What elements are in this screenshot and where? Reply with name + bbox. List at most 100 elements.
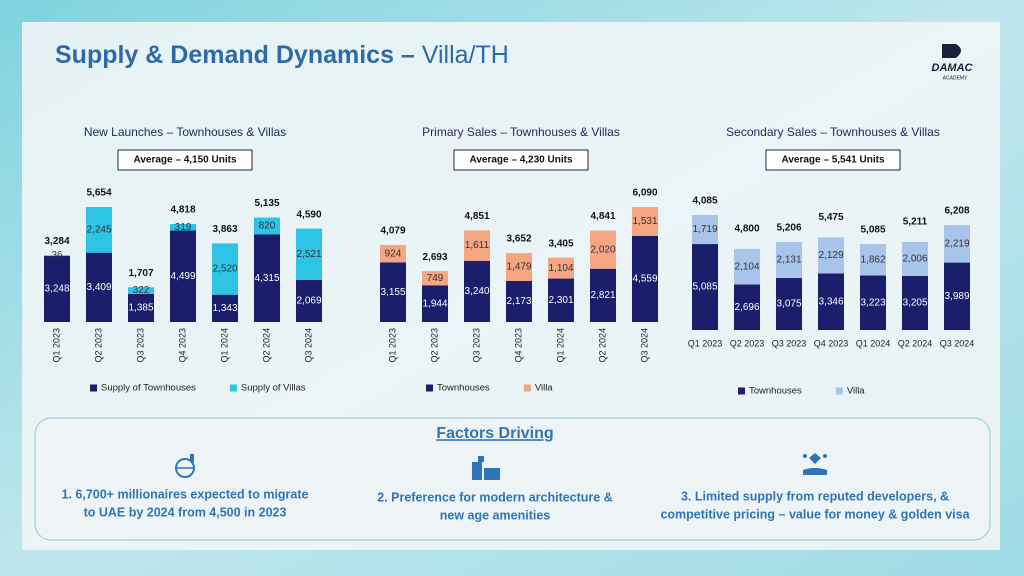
legend-label: Townhouses <box>437 383 490 394</box>
average-box <box>117 149 253 171</box>
bar-segment <box>128 287 154 294</box>
bar-segment <box>548 278 574 322</box>
bar-value-label: 1,479 <box>506 262 531 273</box>
total-label: 5,085 <box>860 225 885 236</box>
bar-segment <box>170 224 196 231</box>
bar-segment <box>632 207 658 236</box>
chart: Secondary Sales – Townhouses & Villas Ave… <box>688 125 975 396</box>
bar-segment <box>818 237 844 274</box>
bar-value-label: 3,409 <box>86 282 111 293</box>
chart-title: New Launches – Townhouses & Villas <box>84 125 286 139</box>
x-tick-label: Q2 2023 <box>730 338 765 348</box>
bar-value-label: 820 <box>259 221 276 232</box>
total-label: 3,405 <box>548 238 573 249</box>
legend-label: Townhouses <box>749 386 802 397</box>
bar-value-label: 5,085 <box>692 282 717 293</box>
bar-segment <box>86 252 112 322</box>
slide-title: Supply & Demand Dynamics – Villa/TH <box>55 41 509 69</box>
bar-segment <box>776 278 802 330</box>
bar-segment <box>734 284 760 330</box>
bar-segment <box>506 253 532 281</box>
factor-text: 2. Preference for modern architecture & <box>377 490 613 504</box>
factor-text: 1. 6,700+ millionaires expected to migra… <box>62 487 309 501</box>
bar-segment <box>380 262 406 322</box>
total-label: 4,079 <box>380 226 405 237</box>
total-label: 4,085 <box>692 196 717 207</box>
bar-segment <box>734 248 760 285</box>
x-tick-label: Q2 2024 <box>261 328 271 363</box>
bar-value-label: 2,219 <box>944 238 969 249</box>
x-tick-label: Q2 2024 <box>898 338 933 348</box>
total-label: 5,135 <box>254 198 279 209</box>
bar-segment <box>44 255 70 256</box>
bar-segment <box>296 228 322 280</box>
bar-segment <box>944 262 970 330</box>
x-tick-label: Q4 2023 <box>814 338 849 348</box>
legend-label: Villa <box>847 386 865 397</box>
average-label: Average – 4,230 Units <box>469 155 572 166</box>
bar-segment <box>590 230 616 269</box>
total-label: 5,211 <box>903 217 928 228</box>
bar-value-label: 2,521 <box>296 249 321 260</box>
total-label: 1,707 <box>128 268 153 279</box>
average-label: Average – 4,150 Units <box>133 155 236 166</box>
total-label: 5,206 <box>776 223 801 234</box>
bar-value-label: 4,499 <box>170 271 195 282</box>
legend-swatch <box>90 384 97 392</box>
bar-value-label: 2,301 <box>548 295 573 306</box>
bar-value-label: 1,343 <box>212 303 237 314</box>
bar-value-label: 2,520 <box>212 264 237 275</box>
bar-value-label: 3,155 <box>380 287 405 298</box>
bar-value-label: 749 <box>427 273 444 284</box>
factors-title: Factors Driving <box>436 425 553 442</box>
x-tick-label: Q4 2023 <box>177 328 187 363</box>
bar-value-label: 4,559 <box>632 274 657 285</box>
factor-texts: 1. 6,700+ millionaires expected to migra… <box>62 487 971 522</box>
bar-value-label: 2,245 <box>86 224 111 235</box>
bar-value-label: 2,020 <box>590 244 615 255</box>
chart: Primary Sales – Townhouses & Villas Avera… <box>380 125 658 394</box>
bar-segment <box>254 234 280 322</box>
bar-segment <box>860 275 886 330</box>
x-tick-label: Q3 2023 <box>471 328 481 363</box>
factor-text: new age amenities <box>440 508 551 522</box>
bar-segment <box>944 225 970 263</box>
total-label: 4,590 <box>296 209 321 220</box>
legend-swatch <box>426 384 433 392</box>
legend-swatch <box>738 387 745 395</box>
factors: Factors Driving 1. 6,700+ millionaires e… <box>34 417 991 541</box>
bar-value-label: 1,719 <box>692 224 717 235</box>
chart-title: Secondary Sales – Townhouses & Villas <box>726 125 940 139</box>
bar-value-label: 924 <box>385 248 402 259</box>
bar-value-label: 3,223 <box>860 297 885 308</box>
bar-segment <box>506 280 532 322</box>
bar-value-label: 1,104 <box>548 263 573 274</box>
bar-value-label: 2,069 <box>296 296 321 307</box>
x-tick-label: Q3 2024 <box>639 328 649 363</box>
total-label: 5,475 <box>818 212 843 223</box>
x-tick-label: Q3 2024 <box>303 328 313 363</box>
bar-segment <box>632 235 658 322</box>
bar-value-label: 319 <box>175 222 192 233</box>
bar-segment <box>422 271 448 286</box>
bar-value-label: 36 <box>51 250 63 261</box>
bar-value-label: 1,862 <box>860 254 885 265</box>
bar-segment <box>692 244 718 330</box>
bar-segment <box>692 215 718 245</box>
total-label: 4,818 <box>170 205 195 216</box>
x-tick-label: Q4 2023 <box>513 328 523 363</box>
icon-globe <box>175 454 195 478</box>
total-label: 6,090 <box>632 188 657 199</box>
total-label: 3,284 <box>44 236 69 247</box>
bar-segment <box>254 217 280 235</box>
chart: New Launches – Townhouses & Villas Averag… <box>44 125 322 394</box>
bar-segment <box>902 275 928 330</box>
legend-swatch <box>229 384 237 392</box>
total-label: 4,841 <box>590 211 615 222</box>
average-box <box>453 149 589 171</box>
average-label: Average – 5,541 Units <box>781 155 884 166</box>
x-tick-label: Q3 2023 <box>772 338 807 348</box>
title-main: Supply & Demand Dynamics – <box>55 41 415 69</box>
total-label: 4,851 <box>464 211 489 222</box>
